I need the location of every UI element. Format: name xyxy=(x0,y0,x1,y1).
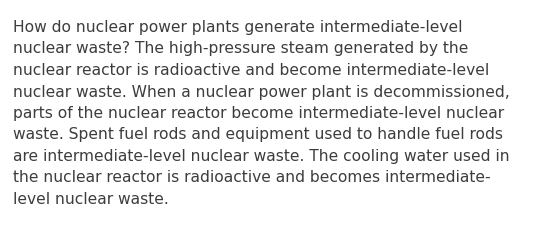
Text: nuclear waste. When a nuclear power plant is decommissioned,: nuclear waste. When a nuclear power plan… xyxy=(13,84,510,99)
Text: waste. Spent fuel rods and equipment used to handle fuel rods: waste. Spent fuel rods and equipment use… xyxy=(13,127,503,142)
Text: nuclear waste? The high-pressure steam generated by the: nuclear waste? The high-pressure steam g… xyxy=(13,41,468,56)
Text: level nuclear waste.: level nuclear waste. xyxy=(13,191,169,206)
Text: parts of the nuclear reactor become intermediate-level nuclear: parts of the nuclear reactor become inte… xyxy=(13,106,504,120)
Text: How do nuclear power plants generate intermediate-level: How do nuclear power plants generate int… xyxy=(13,20,463,35)
Text: nuclear reactor is radioactive and become intermediate-level: nuclear reactor is radioactive and becom… xyxy=(13,63,489,78)
Text: are intermediate-level nuclear waste. The cooling water used in: are intermediate-level nuclear waste. Th… xyxy=(13,148,509,163)
Text: the nuclear reactor is radioactive and becomes intermediate-: the nuclear reactor is radioactive and b… xyxy=(13,170,490,185)
